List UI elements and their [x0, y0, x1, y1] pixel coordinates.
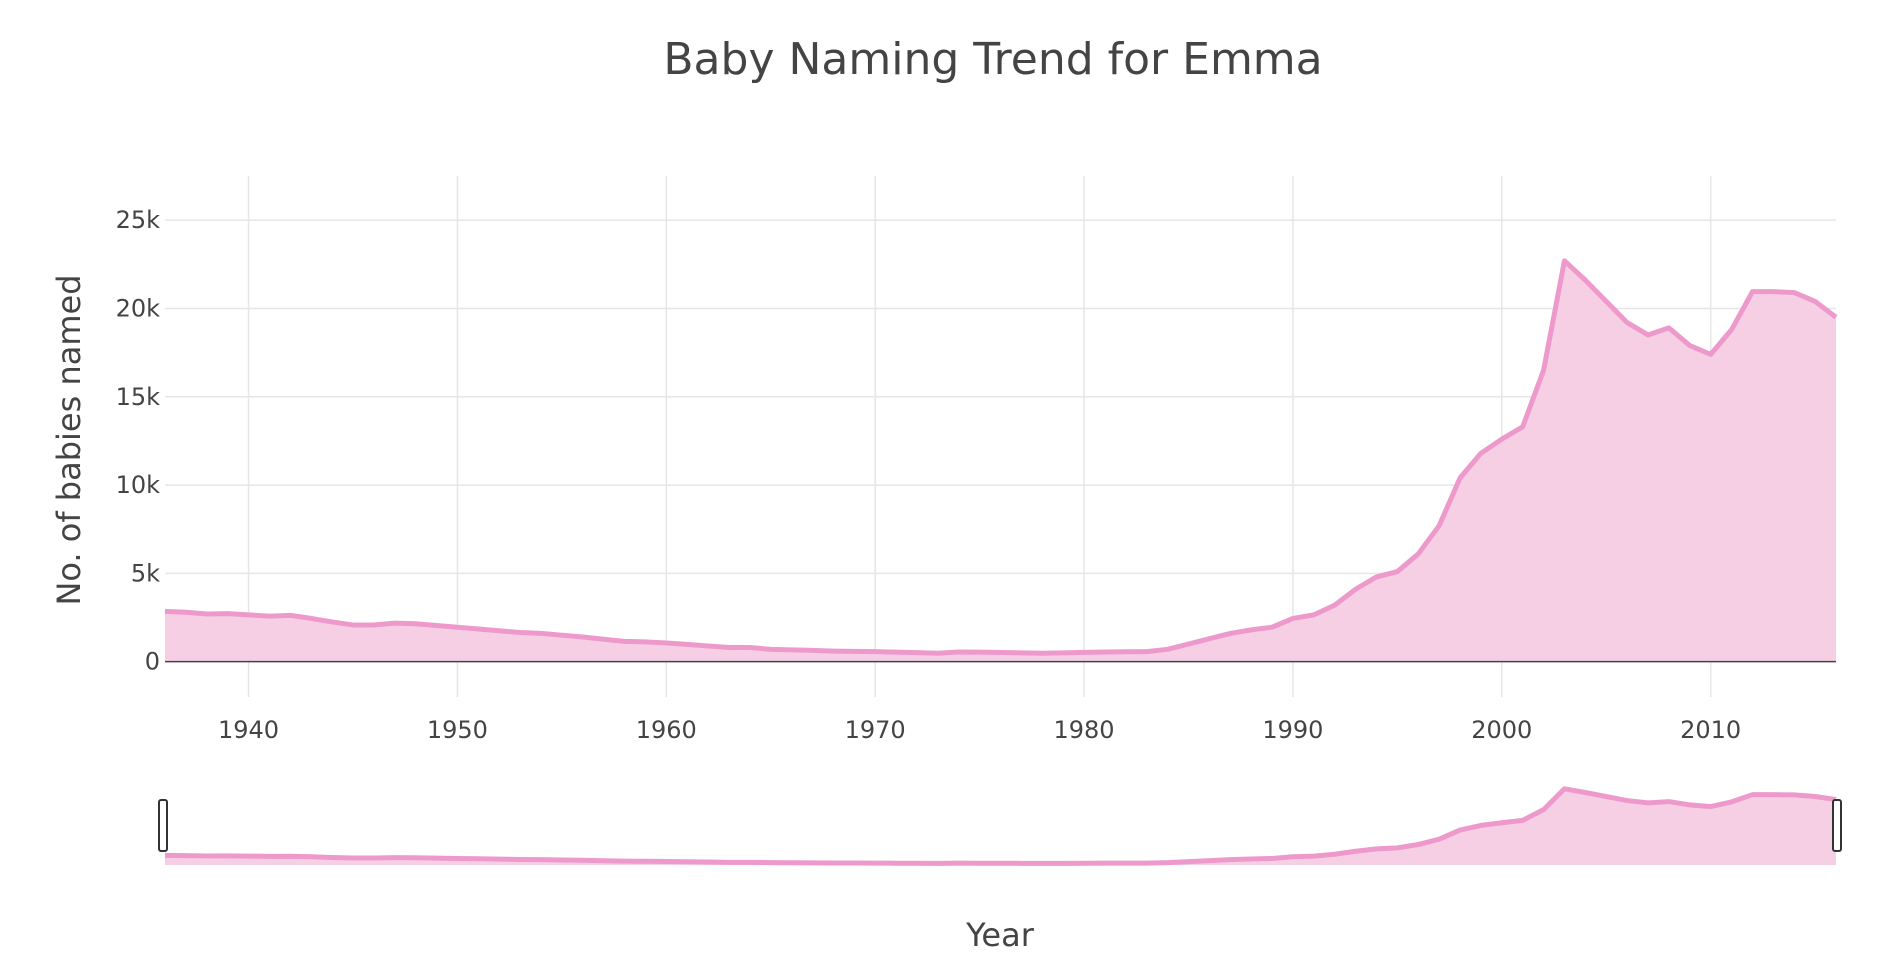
x-tick-label: 1940: [218, 716, 279, 744]
x-tick-label: 1970: [845, 716, 906, 744]
range-slider-right-handle[interactable]: [1832, 799, 1842, 852]
y-tick-label: 0: [145, 648, 160, 676]
y-tick-label: 20k: [116, 294, 161, 322]
x-tick-label: 1980: [1054, 716, 1115, 744]
x-tick-label: 1960: [636, 716, 697, 744]
y-axis-title: No. of babies named: [50, 274, 88, 605]
x-axis-title: Year: [965, 916, 1035, 954]
y-tick-labels: 0 5k 10k 15k 20k 25k: [116, 206, 161, 676]
range-slider-area: [165, 788, 1836, 865]
range-slider-left-handle[interactable]: [158, 799, 168, 852]
chart-title: Baby Naming Trend for Emma: [663, 34, 1322, 85]
x-tick-labels: 1940 1950 1960 1970 1980 1990 2000 2010: [218, 716, 1741, 744]
x-gridlines: [247, 176, 1712, 697]
series-points: [164, 260, 1837, 654]
series-area: [165, 260, 1836, 662]
y-tick-label: 15k: [116, 383, 161, 411]
range-slider[interactable]: [158, 786, 1842, 866]
x-tick-label: 2010: [1680, 716, 1741, 744]
x-tick-label: 1950: [427, 716, 488, 744]
y-tick-label: 5k: [131, 559, 160, 587]
range-slider-line: [164, 786, 1837, 866]
y-tick-label: 25k: [116, 206, 161, 234]
x-tick-label: 1990: [1262, 716, 1323, 744]
x-tick-label: 2000: [1471, 716, 1532, 744]
y-tick-label: 10k: [116, 471, 161, 499]
